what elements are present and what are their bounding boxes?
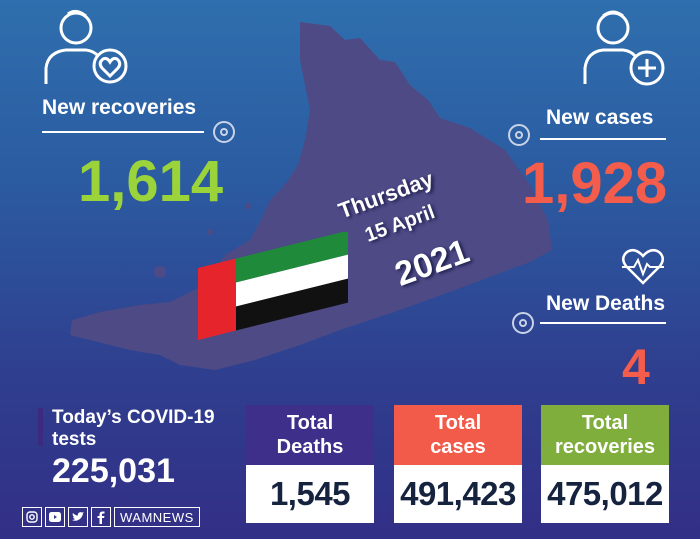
new-cases-label: New cases <box>546 106 654 129</box>
card-title-line1: Total <box>286 412 334 434</box>
wamnews-brand: WAMNEWS <box>114 507 200 527</box>
new-recoveries-value: 1,614 <box>78 149 224 214</box>
total-deaths-card: Total Deaths 1,545 <box>246 405 374 523</box>
target-icon <box>512 312 534 334</box>
uae-map <box>70 22 552 370</box>
new-recoveries-label: New recoveries <box>42 96 197 119</box>
card-title-line1: Total <box>581 412 629 434</box>
social-bar: WAMNEWS <box>22 507 200 527</box>
facebook-icon[interactable] <box>91 507 111 527</box>
twitter-icon[interactable] <box>68 507 88 527</box>
total-cases-value: 491,423 <box>400 475 516 512</box>
new-case-person-icon <box>583 10 665 86</box>
new-cases-value: 1,928 <box>522 151 668 216</box>
card-title-line1: Total <box>434 412 482 434</box>
youtube-icon[interactable] <box>45 507 65 527</box>
new-deaths-value: 4 <box>622 339 650 395</box>
card-title-line2: Deaths <box>276 436 344 458</box>
card-header: Total recoveries <box>541 405 669 465</box>
recoveries-rule <box>42 131 204 133</box>
tests-value: 225,031 <box>52 452 175 490</box>
deaths-rule <box>540 322 666 324</box>
target-icon <box>213 121 235 143</box>
total-deaths-value: 1,545 <box>269 475 351 512</box>
target-icon <box>508 124 530 146</box>
total-cases-card: Total cases 491,423 <box>394 405 522 523</box>
tests-label-line1: Today’s COVID-19 <box>52 407 215 428</box>
card-title-line2: cases <box>430 436 486 458</box>
uae-flag <box>198 232 348 340</box>
recovered-person-icon <box>44 9 128 84</box>
new-deaths-label: New Deaths <box>546 292 666 315</box>
heart-pulse-icon <box>622 248 664 285</box>
total-recoveries-card: Total recoveries 475,012 <box>541 405 669 523</box>
card-title-line2: recoveries <box>554 436 656 458</box>
instagram-icon[interactable] <box>22 507 42 527</box>
cases-rule <box>540 138 666 140</box>
total-recoveries-value: 475,012 <box>547 475 663 512</box>
card-header: Total Deaths <box>246 405 374 465</box>
card-header: Total cases <box>394 405 522 465</box>
tests-accent-bar <box>38 408 43 446</box>
tests-label-line2: tests <box>52 429 97 450</box>
